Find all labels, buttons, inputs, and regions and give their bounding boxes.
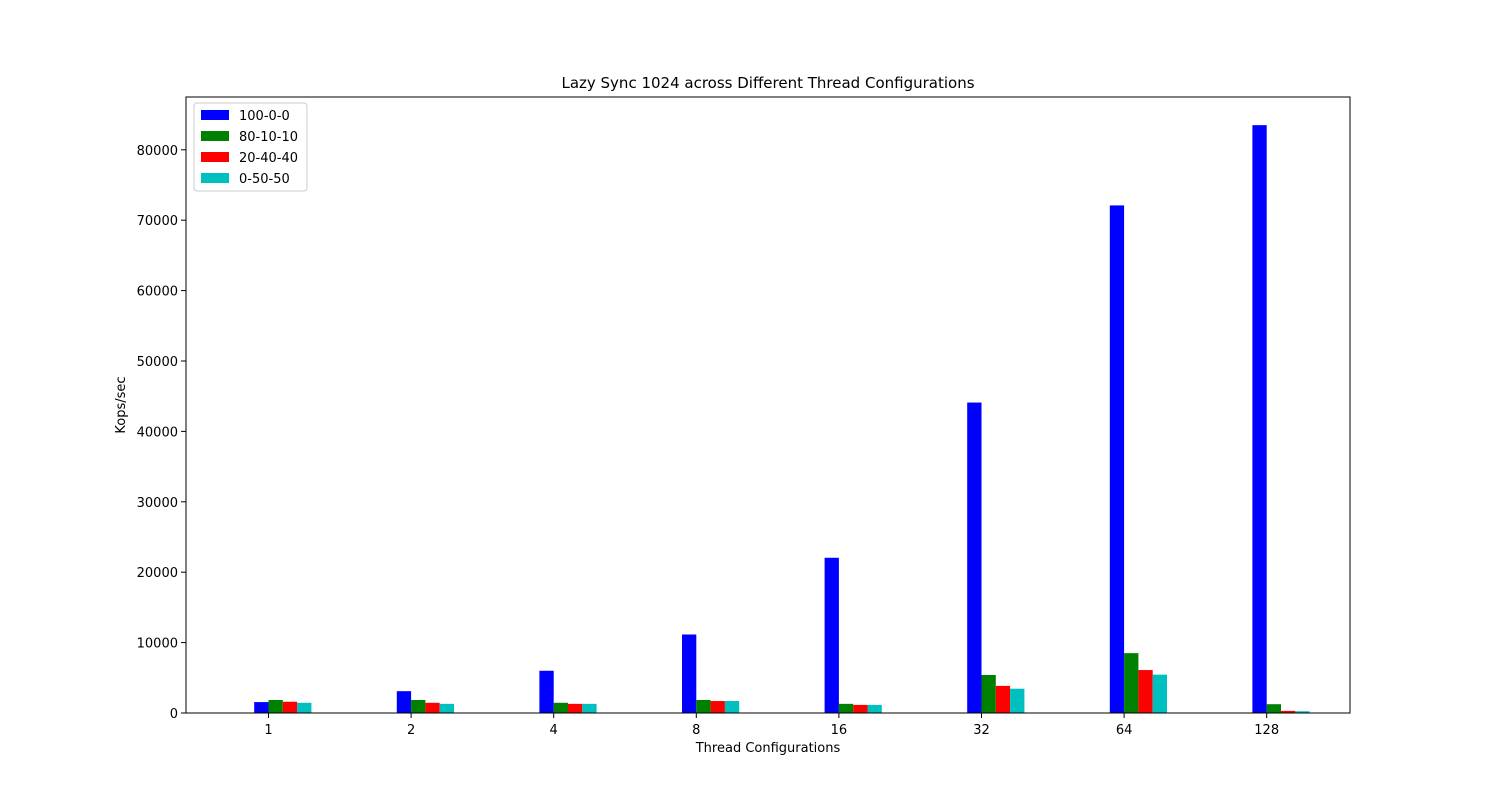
y-tick-label: 60000 <box>137 285 178 300</box>
y-tick-label: 20000 <box>137 566 178 581</box>
bar-20-40-40-8 <box>710 701 725 713</box>
bars-layer <box>254 125 1310 713</box>
bar-20-40-40-64 <box>1138 670 1153 713</box>
x-tick-label: 16 <box>831 723 848 738</box>
bar-0-50-50-64 <box>1152 674 1167 713</box>
plot-frame <box>185 96 1351 714</box>
bar-100-0-0-64 <box>1109 205 1125 713</box>
bar-80-10-10-128 <box>1266 704 1281 713</box>
bar-80-10-10-16 <box>838 703 854 713</box>
x-axis: 1 2 4 8 16 32 64 128 <box>264 713 1279 738</box>
bar-0-50-50-8 <box>724 701 740 713</box>
legend: 100-0-0 80-10-10 20-40-40 0-50-50 <box>193 102 308 192</box>
legend-label-20-40-40: 20-40-40 <box>239 151 298 166</box>
chart-title: Lazy Sync 1024 across Different Thread C… <box>561 74 974 92</box>
y-axis-label: Kops/sec <box>114 376 129 433</box>
legend-label-100-0-0: 100-0-0 <box>239 109 290 124</box>
bar-100-0-0-16 <box>824 557 839 713</box>
plot-area <box>186 97 1350 713</box>
bar-0-50-50-32 <box>1010 688 1025 713</box>
x-tick-label: 64 <box>1116 723 1133 738</box>
legend-swatch-100-0-0 <box>201 110 229 120</box>
bar-80-10-10-32 <box>981 674 996 713</box>
bar-100-0-0-8 <box>682 634 697 713</box>
bar-80-10-10-2 <box>411 699 426 713</box>
x-tick-label: 4 <box>550 723 558 738</box>
bar-20-40-40-1 <box>282 701 298 713</box>
x-tick-label: 32 <box>973 723 990 738</box>
bar-100-0-0-4 <box>539 670 554 713</box>
bar-20-40-40-128 <box>1281 710 1296 713</box>
bar-80-10-10-1 <box>268 699 283 713</box>
y-tick-label: 0 <box>170 707 178 722</box>
legend-swatch-0-50-50 <box>201 173 229 183</box>
x-axis-label: Thread Configurations <box>695 741 841 756</box>
bar-0-50-50-4 <box>582 703 597 713</box>
bar-100-0-0-1 <box>254 702 269 713</box>
y-tick-label: 80000 <box>137 144 178 159</box>
y-tick-label: 50000 <box>137 355 178 370</box>
y-axis: 0 10000 20000 30000 40000 50000 60000 70000 8000… <box>137 144 186 722</box>
bar-100-0-0-2 <box>396 691 412 713</box>
y-tick-label: 30000 <box>137 496 178 511</box>
bar-0-50-50-2 <box>439 703 454 713</box>
y-tick-label: 70000 <box>137 214 178 229</box>
bar-0-50-50-128 <box>1295 711 1310 713</box>
legend-label-80-10-10: 80-10-10 <box>239 130 298 145</box>
x-tick-label: 1 <box>264 723 272 738</box>
bar-0-50-50-16 <box>867 704 882 713</box>
legend-swatch-20-40-40 <box>201 152 229 162</box>
legend-box <box>193 102 308 192</box>
y-tick-label: 40000 <box>137 425 178 440</box>
bar-20-40-40-16 <box>853 704 868 713</box>
bar-80-10-10-4 <box>553 702 568 713</box>
bar-20-40-40-2 <box>425 702 440 713</box>
bar-20-40-40-32 <box>995 685 1011 713</box>
x-tick-label: 128 <box>1254 723 1279 738</box>
y-tick-label: 10000 <box>137 637 178 652</box>
bar-0-50-50-1 <box>297 702 312 713</box>
bar-100-0-0-32 <box>967 402 982 713</box>
bar-80-10-10-64 <box>1124 653 1139 713</box>
legend-swatch-80-10-10 <box>201 131 229 141</box>
bar-80-10-10-8 <box>696 699 711 713</box>
legend-label-0-50-50: 0-50-50 <box>239 172 290 187</box>
x-tick-label: 2 <box>407 723 415 738</box>
bar-20-40-40-4 <box>568 703 583 713</box>
x-tick-label: 8 <box>692 723 700 738</box>
bar-100-0-0-128 <box>1252 125 1267 713</box>
